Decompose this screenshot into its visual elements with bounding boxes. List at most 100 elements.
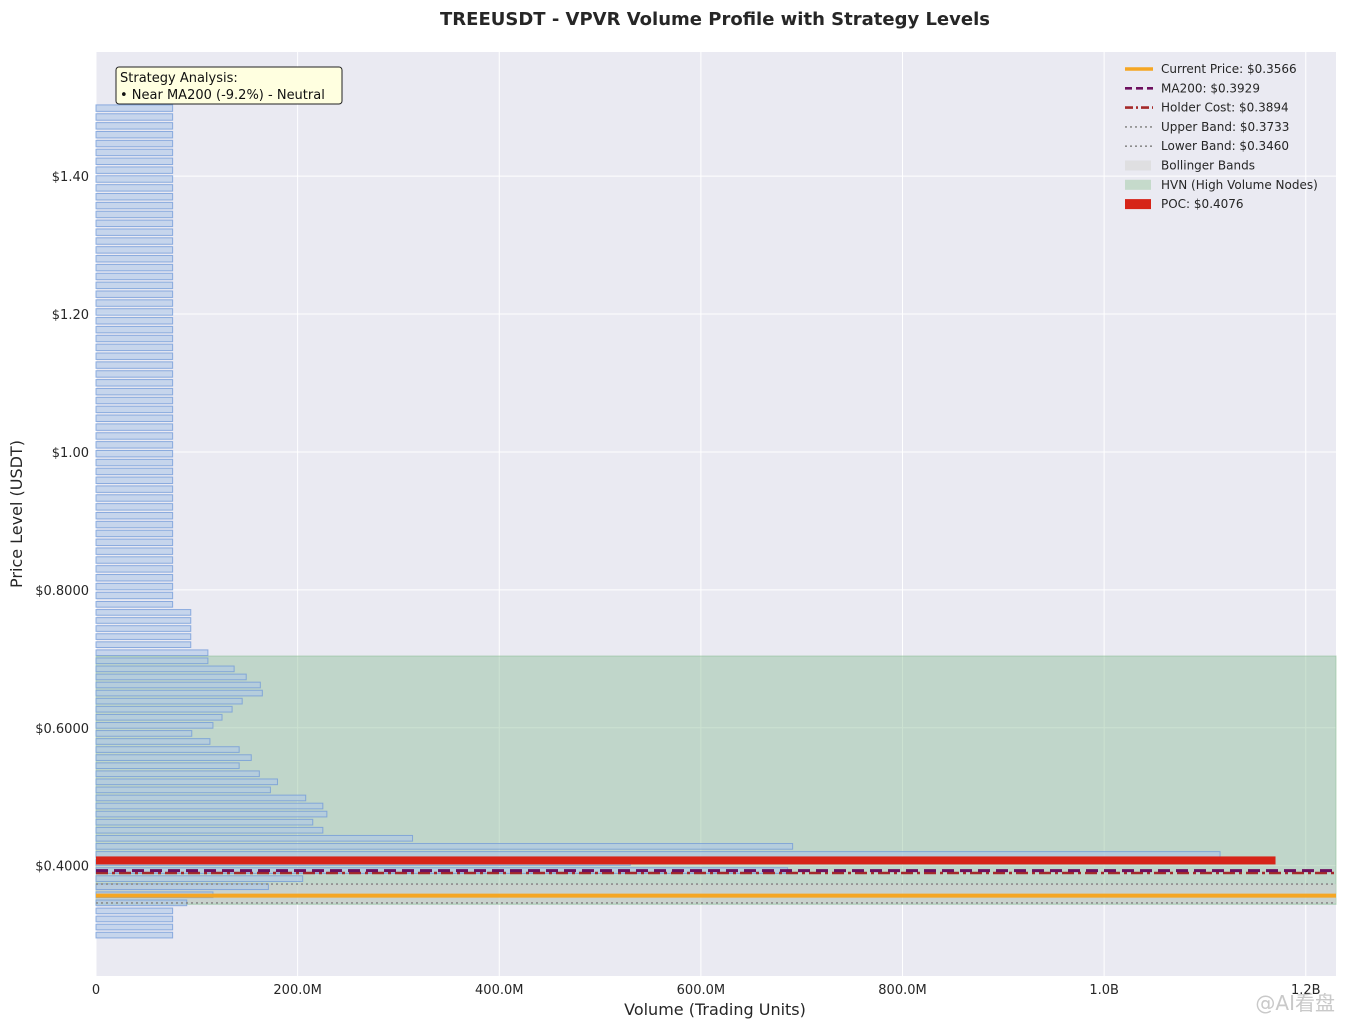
legend-label: POC: $0.4076	[1161, 197, 1244, 211]
volume-bar	[95, 299, 174, 307]
legend-swatch	[1125, 199, 1151, 210]
x-tick-label: 1.0B	[1089, 983, 1119, 998]
volume-bar	[95, 875, 304, 882]
x-axis-label: Volume (Trading Units)	[624, 1000, 806, 1019]
bollinger-band-zone	[96, 884, 1336, 903]
volume-bar	[95, 148, 174, 157]
volume-bar	[95, 476, 174, 485]
volume-bar	[95, 290, 174, 298]
x-tick-labels: 0 200.0M 400.0M 600.0M 800.0M 1.0B 1.2B	[92, 983, 1321, 998]
volume-bar	[95, 139, 174, 148]
volume-bar	[95, 414, 174, 422]
y-tick-label: $0.8000	[35, 584, 89, 599]
strategy-level-lines	[96, 856, 1336, 904]
volume-bar	[95, 520, 174, 529]
volume-bar	[95, 263, 174, 272]
volume-bar	[95, 458, 174, 467]
volume-bar	[95, 104, 174, 112]
volume-bar	[95, 556, 174, 564]
volume-bar	[95, 370, 174, 378]
x-tick-label: 800.0M	[878, 983, 926, 998]
volume-bar	[95, 923, 174, 931]
volume-bar	[95, 343, 174, 352]
volume-bar	[95, 201, 174, 210]
volume-bar	[95, 130, 174, 139]
volume-bar	[95, 931, 174, 939]
volume-bar	[95, 689, 263, 697]
volume-bar	[95, 907, 174, 915]
volume-bar	[95, 175, 174, 183]
poc-bar	[96, 856, 1276, 865]
volume-bar	[95, 379, 174, 387]
volume-bar	[95, 600, 174, 608]
y-tick-labels: $1.40 $1.20 $1.00 $0.8000 $0.6000 $0.4000	[35, 170, 89, 875]
legend-label: HVN (High Volume Nodes)	[1161, 178, 1318, 192]
volume-bar	[95, 657, 209, 665]
chart-title: TREEUSDT - VPVR Volume Profile with Stra…	[440, 9, 990, 30]
y-axis-label: Price Level (USDT)	[7, 440, 26, 588]
volume-bar	[95, 423, 174, 431]
volume-bar	[95, 802, 324, 810]
strategy-annotation-box: Strategy Analysis: • Near MA200 (-9.2%) …	[115, 66, 343, 105]
legend-label: Bollinger Bands	[1161, 159, 1255, 173]
volume-bar	[95, 826, 324, 834]
volume-bar	[95, 272, 174, 281]
legend-label: Lower Band: $0.3460	[1161, 139, 1289, 153]
legend: Current Price: $0.3566 MA200: $0.3929 Hold…	[1125, 62, 1318, 211]
volume-bar	[95, 352, 174, 360]
volume-bar	[95, 633, 192, 640]
volume-bar	[95, 770, 260, 778]
volume-bar	[95, 246, 174, 254]
volume-bar	[95, 449, 174, 458]
volume-bar	[95, 538, 174, 547]
annotation-line-1: Strategy Analysis:	[120, 71, 238, 86]
y-tick-label: $1.00	[52, 446, 89, 461]
volume-bar	[95, 157, 174, 166]
volume-bar	[95, 308, 174, 316]
volume-bar	[95, 503, 174, 511]
volume-bar	[95, 834, 414, 842]
volume-bar	[95, 405, 174, 414]
volume-bar	[95, 494, 174, 502]
volume-bar	[95, 713, 223, 721]
y-tick-label: $0.4000	[35, 860, 89, 875]
legend-swatch	[1125, 179, 1151, 190]
y-tick-label: $1.40	[52, 170, 89, 185]
volume-bar	[95, 396, 174, 405]
legend-label: Upper Band: $0.3733	[1161, 120, 1289, 134]
volume-bar	[95, 122, 174, 130]
volume-bar	[95, 746, 240, 753]
volume-bar	[95, 432, 174, 440]
volume-bar	[95, 184, 174, 192]
annotation-line-2: • Near MA200 (-9.2%) - Neutral	[120, 88, 325, 103]
y-tick-label: $1.20	[52, 308, 89, 323]
volume-bar	[95, 529, 174, 538]
volume-bar	[95, 617, 192, 624]
volume-bar	[95, 210, 174, 219]
volume-bar	[95, 915, 174, 923]
volume-bar	[95, 166, 174, 174]
volume-bar	[95, 228, 174, 236]
volume-bar	[95, 255, 174, 263]
volume-bar	[95, 281, 174, 290]
legend-label: Current Price: $0.3566	[1161, 62, 1297, 76]
volume-bar	[95, 193, 174, 201]
volume-bar	[95, 649, 209, 657]
volume-bar	[95, 591, 174, 600]
volume-bar	[95, 582, 174, 591]
volume-bar	[95, 843, 794, 850]
legend-label: MA200: $0.3929	[1161, 81, 1260, 95]
volume-bar	[95, 317, 174, 325]
volume-bar	[95, 794, 307, 802]
volume-bar	[95, 547, 174, 555]
volume-bar	[95, 730, 193, 737]
volume-bar	[95, 851, 1221, 858]
legend-swatch	[1125, 160, 1151, 171]
volume-bar	[95, 681, 261, 689]
volume-bar	[95, 609, 192, 616]
volume-bar	[95, 625, 192, 632]
x-tick-label: 1.2B	[1291, 983, 1321, 998]
volume-bar	[95, 511, 174, 520]
volume-bar	[95, 778, 278, 786]
